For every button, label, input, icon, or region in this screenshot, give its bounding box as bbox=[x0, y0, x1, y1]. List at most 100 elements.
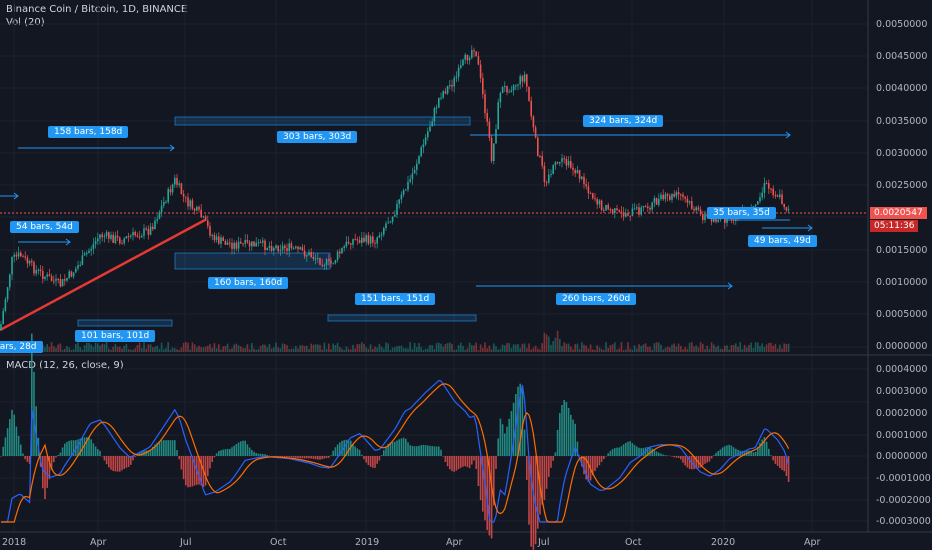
candle-body bbox=[101, 234, 103, 238]
candle-body bbox=[83, 253, 86, 256]
macd-histogram-bar bbox=[438, 446, 440, 456]
macd-histogram-bar bbox=[361, 454, 363, 456]
macd-histogram-bar bbox=[673, 456, 675, 458]
measure-tag-28[interactable]: bars, 28d bbox=[0, 341, 43, 353]
macd-histogram-bar bbox=[22, 453, 24, 456]
volume-bar bbox=[290, 348, 293, 352]
candle-body bbox=[213, 234, 216, 241]
volume-bar bbox=[451, 343, 453, 352]
volume-bar bbox=[281, 343, 284, 352]
price-candles[interactable] bbox=[0, 45, 790, 331]
candle-body bbox=[369, 236, 372, 244]
candle-body bbox=[561, 158, 563, 162]
macd-histogram-bar bbox=[363, 456, 365, 460]
macd-histogram-bar bbox=[468, 456, 471, 469]
macd-histogram-bar bbox=[704, 456, 706, 464]
macd-histogram-bar bbox=[464, 456, 466, 467]
measure-tag-54[interactable]: 54 bars, 54d bbox=[10, 221, 79, 233]
volume-bar bbox=[160, 342, 163, 352]
candle-body bbox=[39, 269, 42, 272]
candle-body bbox=[438, 97, 440, 108]
price-tick: 0.0010000 bbox=[876, 277, 928, 288]
candle-body bbox=[548, 174, 550, 183]
volume-bar bbox=[622, 349, 625, 352]
candle-body bbox=[521, 76, 524, 82]
volume-bar bbox=[350, 349, 352, 352]
volume-bar bbox=[737, 346, 739, 352]
candle-body bbox=[644, 206, 647, 208]
volume-bar bbox=[270, 348, 273, 352]
macd-histogram-bar bbox=[473, 456, 475, 461]
volume-bar bbox=[317, 344, 319, 352]
macd-tick: 0.0003000 bbox=[876, 386, 928, 397]
macd-histogram-bar bbox=[57, 455, 59, 456]
volume-bar bbox=[548, 336, 550, 352]
macd-histogram-bar bbox=[266, 455, 268, 456]
measure-tag-260[interactable]: 260 bars, 260d bbox=[556, 293, 637, 305]
candle-body bbox=[697, 207, 700, 210]
volume-bar bbox=[457, 344, 460, 352]
candle-body bbox=[409, 179, 411, 182]
trend-line[interactable] bbox=[0, 218, 206, 332]
macd-histogram-bar bbox=[550, 456, 552, 468]
volume-bar bbox=[763, 346, 766, 352]
macd-histogram-bar bbox=[444, 456, 447, 462]
measure-tag-158[interactable]: 158 bars, 158d bbox=[48, 126, 129, 138]
candle-body bbox=[268, 245, 271, 248]
candle-body bbox=[242, 243, 244, 245]
candle-body bbox=[411, 173, 414, 180]
measure-tag-160[interactable]: 160 bars, 160d bbox=[208, 277, 289, 289]
macd-histogram-bar bbox=[369, 456, 372, 467]
candle-body bbox=[229, 242, 231, 244]
macd-histogram-bar bbox=[169, 440, 172, 456]
macd-indicator-label[interactable]: MACD (12, 26, close, 9) bbox=[6, 360, 124, 371]
candle-body bbox=[640, 207, 642, 215]
candle-body bbox=[226, 242, 229, 245]
volume-bar bbox=[229, 349, 231, 352]
macd-histogram-bar bbox=[526, 456, 528, 481]
candle-body bbox=[600, 200, 603, 210]
volume-bar bbox=[125, 344, 128, 352]
volume-indicator-label[interactable]: Vol (20) bbox=[6, 17, 45, 28]
candle-body bbox=[94, 241, 97, 244]
candle-body bbox=[339, 251, 341, 254]
candle-body bbox=[334, 259, 337, 264]
candle-body bbox=[559, 161, 561, 164]
candle-body bbox=[248, 242, 251, 247]
volume-bar bbox=[730, 345, 733, 352]
candle-body bbox=[724, 215, 726, 224]
volume-bar bbox=[587, 348, 590, 352]
volume-bar bbox=[631, 349, 634, 352]
measure-ranges[interactable] bbox=[77, 116, 477, 327]
candle-body bbox=[488, 121, 491, 138]
volume-bar bbox=[739, 342, 741, 352]
macd-histogram-bar bbox=[409, 445, 411, 456]
volume-bar bbox=[768, 343, 770, 352]
candle-body bbox=[633, 208, 636, 210]
macd-histogram-bar bbox=[724, 446, 726, 456]
macd-histogram-bar bbox=[682, 456, 684, 463]
candle-body bbox=[119, 237, 121, 244]
measure-tag-49[interactable]: 49 bars, 49d bbox=[748, 235, 817, 247]
volume-bar bbox=[143, 342, 145, 352]
macd-histogram-bar bbox=[413, 446, 416, 456]
volume-bar bbox=[783, 343, 785, 352]
volume-bar bbox=[55, 347, 57, 352]
measure-tag-35[interactable]: 35 bars, 35d bbox=[707, 207, 776, 219]
macd-histogram-bar bbox=[486, 456, 488, 531]
candle-body bbox=[303, 250, 306, 257]
volume-bar bbox=[559, 338, 561, 352]
measure-tag-151[interactable]: 151 bars, 151d bbox=[355, 293, 436, 305]
volume-bar bbox=[717, 345, 719, 352]
macd-histogram-bar bbox=[680, 456, 682, 460]
measure-tag-303[interactable]: 303 bars, 303d bbox=[277, 131, 358, 143]
candle-body bbox=[156, 218, 158, 221]
measure-tag-324[interactable]: 324 bars, 324d bbox=[583, 115, 664, 127]
candle-body bbox=[314, 258, 317, 260]
candle-body bbox=[673, 193, 675, 197]
measure-tag-101[interactable]: 101 bars, 101d bbox=[75, 330, 156, 342]
candle-body bbox=[310, 252, 312, 257]
volume-bar bbox=[688, 342, 691, 352]
volume-bar bbox=[336, 342, 339, 352]
